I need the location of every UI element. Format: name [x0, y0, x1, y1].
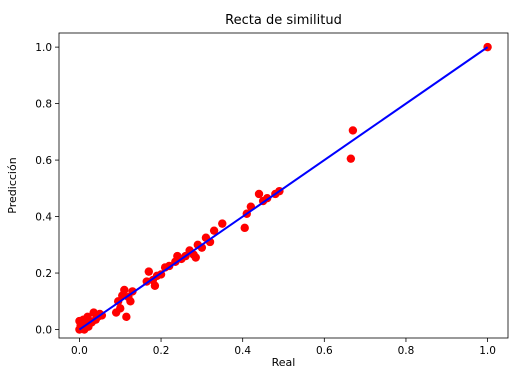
data-point — [240, 223, 249, 233]
y-tick-label: 0.8 — [35, 99, 52, 111]
data-point — [120, 285, 129, 295]
y-axis-title: Predicción — [6, 157, 19, 213]
x-tick-label: 0.2 — [153, 345, 170, 357]
data-point — [122, 312, 131, 322]
data-point — [218, 219, 227, 228]
y-axis-ticks: 0.0 0.2 0.4 0.6 0.8 1.0 — [35, 42, 59, 337]
x-tick-label: 0.4 — [234, 345, 251, 357]
x-tick-label: 0.6 — [316, 345, 333, 357]
x-tick-label: 1.0 — [479, 345, 496, 357]
data-point — [348, 126, 358, 135]
data-point — [144, 267, 153, 276]
chart-title: Recta de similitud — [225, 13, 342, 28]
data-point — [116, 304, 125, 313]
plot-marks — [75, 42, 492, 334]
similarity-line — [78, 46, 489, 331]
data-point — [254, 189, 264, 199]
y-tick-label: 0.6 — [35, 155, 52, 167]
data-point — [126, 297, 135, 306]
data-point — [191, 253, 200, 262]
y-tick-label: 1.0 — [35, 42, 52, 54]
plot-frame — [58, 32, 509, 339]
data-point — [150, 281, 160, 290]
y-tick-label: 0.2 — [35, 268, 52, 280]
x-tick-label: 0.0 — [71, 345, 88, 357]
y-tick-label: 0.4 — [35, 212, 52, 224]
x-axis-ticks: 0.0 0.2 0.4 0.6 0.8 1.0 — [71, 338, 496, 357]
data-point — [346, 154, 356, 163]
y-tick-label: 0.0 — [35, 325, 52, 337]
x-axis-title: Real — [272, 356, 296, 368]
data-point — [209, 226, 219, 235]
x-tick-label: 0.8 — [398, 345, 415, 357]
